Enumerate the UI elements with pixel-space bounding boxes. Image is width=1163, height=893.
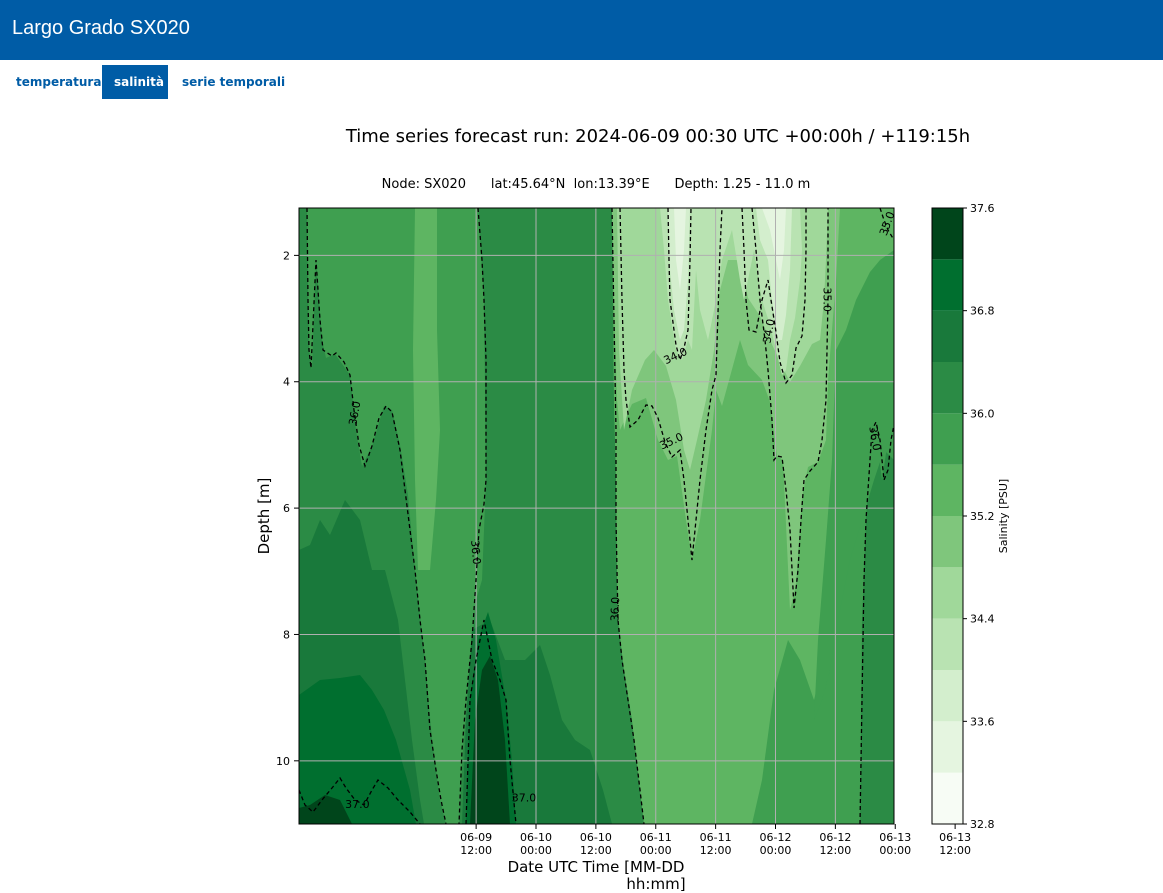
salinity-band-36-right [860,425,894,824]
x-tick-label-date: 06-12 [760,831,792,844]
y-tick-label: 8 [283,628,290,641]
x-tick-label-date: 06-11 [640,831,672,844]
plot-frame [298,207,895,825]
y-tick-label: 2 [283,249,290,262]
contour-label: 34.0 [760,318,777,344]
colorbar-tick-label: 35.2 [970,510,995,523]
x-tick-label-time: 12:00 [580,844,612,857]
x-tick-label-time: 12:00 [460,844,492,857]
contour-label: 36.0 [346,400,363,426]
tab-salinita[interactable]: salinità [102,65,168,99]
contour-37-mid [465,619,517,824]
contour-35-a [619,208,723,561]
y-axis: 2 4 6 8 10 [276,249,299,768]
plot-area: 35.035.034.034.035.036.036.036.036.037.0… [299,208,894,824]
tab-serie-temporali[interactable]: serie temporali [182,75,286,89]
colorbar-tick-label: 34.4 [970,613,995,626]
salinity-band-372-mid [470,656,510,824]
contour-36-mid [458,208,487,824]
x-tick-label-date: 06-13 [939,831,971,844]
tab-bar: temperatura salinità serie temporali [0,64,1163,100]
colorbar-tick-label: 36.0 [970,407,995,420]
contour-37-left [299,776,421,824]
x-tick-label-time: 12:00 [700,844,732,857]
colorbar-frame [931,207,964,825]
contour-35-b [751,208,829,609]
colorbar-segment [932,259,963,311]
salinity-band-low-left [413,208,440,570]
colorbar-tick-label: 33.6 [970,715,995,728]
x-tick-label-date: 06-09 [460,831,492,844]
colorbar-segment [932,208,963,260]
contour-label: 37.0 [512,792,537,805]
y-tick-label: 6 [283,502,290,515]
colorbar-tick-label: 36.8 [970,305,995,318]
colorbar-segment [932,310,963,362]
x-tick-label-date: 06-11 [700,831,732,844]
contour-label: 37.0 [345,798,370,811]
x-axis: 06-0912:0006-1000:0006-1012:0006-1100:00… [460,824,971,857]
colorbar-tick-label: 32.8 [970,818,995,831]
x-axis-label-line1: Date UTC Time [MM-DD [508,858,685,876]
x-tick-label-time: 12:00 [820,844,852,857]
y-tick-label: 4 [283,376,290,389]
colorbar-segment [932,516,963,568]
salinity-band-356-right [814,250,894,720]
colorbar-segment [932,670,963,722]
x-tick-label-date: 06-13 [879,831,911,844]
x-tick-label-time: 00:00 [879,844,911,857]
contour-label: 36.0 [608,597,622,622]
colorbar-label: Salinity [PSU] [997,479,1010,553]
contour-34-a [667,208,692,363]
colorbar: 32.8 33.6 34.4 35.2 36.0 36.8 37.6 [932,202,995,831]
contour-label: 36.0 [866,425,883,451]
salinity-band-372-left [299,795,352,824]
x-tick-label-time: 00:00 [520,844,552,857]
contour-35-right [879,208,894,241]
chart-subtitle: Node: SX020 lat:45.64°N lon:13.39°E Dept… [382,177,811,192]
x-tick-label-date: 06-10 [520,831,552,844]
contour-36-right-a [611,208,645,824]
chart-title: Time series forecast run: 2024-06-09 00:… [345,126,970,147]
x-tick-label-date: 06-10 [580,831,612,844]
colorbar-segment [932,772,963,824]
contour-36-right-b [859,420,894,824]
salinity-band-368-left [299,675,416,824]
colorbar-segment [932,464,963,516]
colorbar-segment [932,362,963,414]
salinity-band-332-a [674,208,686,290]
colorbar-segment [932,567,963,619]
y-tick-label: 10 [276,755,290,768]
page-title: Largo Grado SX020 [12,17,190,39]
x-axis-label-line2: hh:mm] [626,875,685,893]
colorbar-segment [932,413,963,465]
colorbar-segment [932,618,963,670]
grid [299,208,894,824]
x-tick-label-time: 12:00 [939,844,971,857]
colorbar-tick-label: 37.6 [970,202,995,215]
colorbar-segment [932,721,963,773]
y-axis-label: Depth [m] [255,478,273,555]
contour-34-b [741,208,807,385]
app-header: Largo Grado SX020 [0,0,1163,60]
x-tick-label-time: 00:00 [640,844,672,857]
contour-label: 35.0 [820,287,833,312]
salinity-chart: Time series forecast run: 2024-06-09 00:… [255,126,1010,893]
x-tick-label-time: 00:00 [760,844,792,857]
x-tick-label-date: 06-12 [819,831,851,844]
salinity-band-332-b [762,208,786,280]
contour-lines [299,208,894,824]
contour-label: 36.0 [468,540,483,566]
tab-temperatura[interactable]: temperatura [16,75,102,89]
